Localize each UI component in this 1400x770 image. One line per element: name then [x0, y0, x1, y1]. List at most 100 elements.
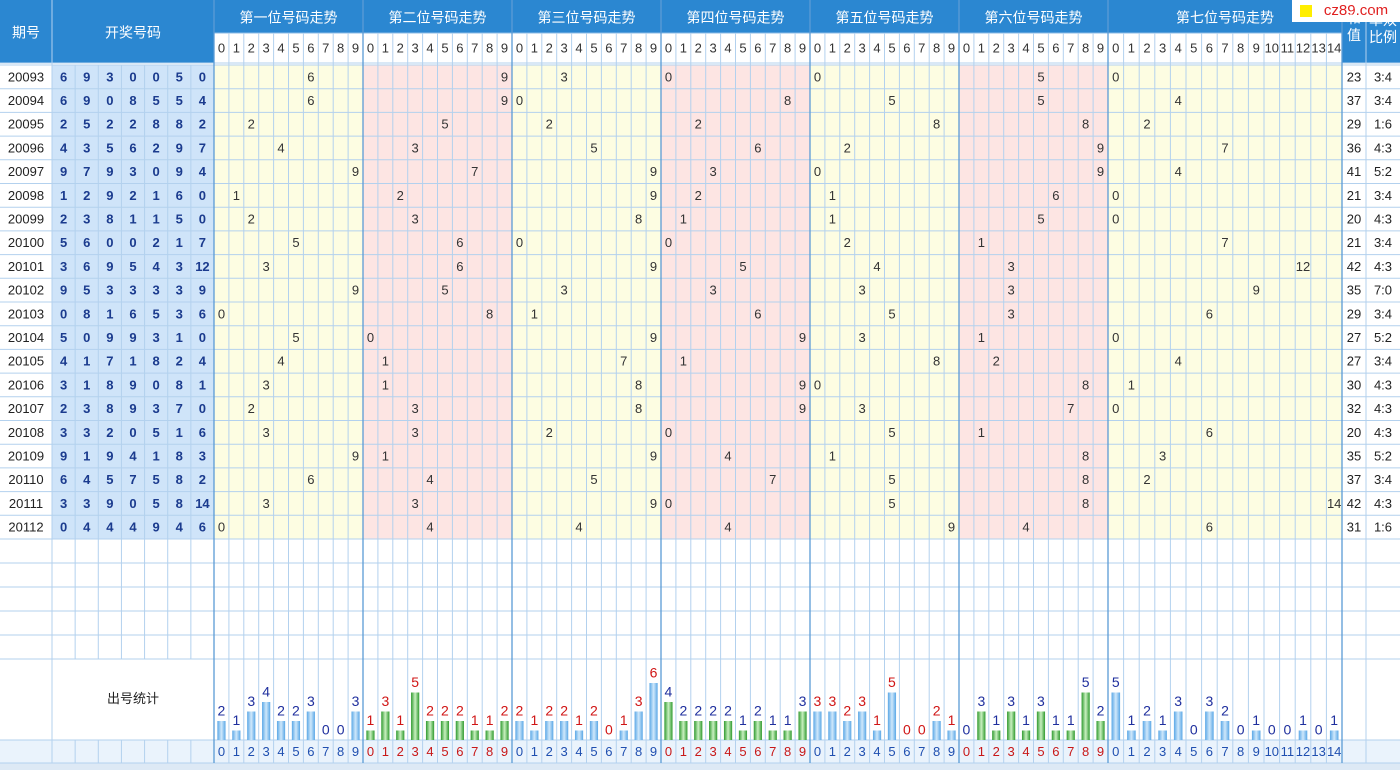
trend-number: 2: [695, 188, 702, 203]
ratio: 3:4: [1374, 354, 1392, 369]
ratio: 4:3: [1374, 377, 1392, 392]
trend-number: 5: [590, 140, 597, 155]
draw-number: 0: [199, 69, 206, 84]
column-digit: 1: [233, 40, 240, 55]
count-label: 1: [367, 712, 375, 728]
column-digit: 3: [561, 40, 568, 55]
trend-number: 0: [1112, 69, 1119, 84]
column-digit: 0: [1112, 40, 1119, 55]
count-bar: [247, 711, 256, 740]
issue: 20094: [8, 93, 44, 108]
trend-number: 5: [1037, 69, 1044, 84]
draw-number: 9: [106, 259, 113, 274]
count-label: 1: [1330, 712, 1338, 728]
bottom-bg: [0, 740, 1400, 763]
count-label: 0: [903, 722, 911, 738]
count-label: 2: [724, 703, 732, 719]
count-bar: [232, 730, 241, 740]
column-digit: 4: [426, 744, 433, 759]
draw-number: 0: [60, 520, 67, 535]
draw-number: 6: [60, 93, 67, 108]
trend-number: 9: [799, 401, 806, 416]
column-digit: 7: [1221, 744, 1228, 759]
column-digit: 0: [367, 40, 374, 55]
watermark: cz89.com: [1324, 2, 1388, 19]
issue: 20096: [8, 140, 44, 155]
trend-number: 2: [1143, 117, 1150, 132]
issue: 20107: [8, 401, 44, 416]
count-label: 3: [381, 693, 389, 709]
count-label: 3: [799, 693, 807, 709]
trend-number: 3: [412, 140, 419, 155]
trend-number: 4: [1175, 93, 1182, 108]
ratio: 3:4: [1374, 472, 1392, 487]
column-digit: 5: [888, 744, 895, 759]
count-label: 2: [277, 703, 285, 719]
draw-number: 3: [60, 259, 67, 274]
sum: 21: [1347, 188, 1361, 203]
draw-number: 4: [60, 354, 68, 369]
column-digit: 1: [531, 744, 538, 759]
trend-number: 6: [456, 259, 463, 274]
column-digit: 7: [471, 40, 478, 55]
draw-number: 9: [199, 283, 206, 298]
trend-number: 4: [575, 520, 582, 535]
trend-number: 0: [1112, 330, 1119, 345]
sum: 42: [1347, 496, 1361, 511]
column-digit: 5: [1190, 744, 1197, 759]
draw-number: 9: [106, 448, 113, 463]
trend-number: 2: [1143, 472, 1150, 487]
count-label: 1: [471, 712, 479, 728]
draw-number: 9: [129, 330, 136, 345]
sum: 23: [1347, 69, 1361, 84]
column-digit: 7: [620, 40, 627, 55]
column-digit: 2: [695, 744, 702, 759]
draw-number: 6: [60, 69, 67, 84]
trend-number: 5: [888, 93, 895, 108]
column-digit: 11: [1281, 40, 1295, 55]
count-bar: [1220, 721, 1230, 740]
trend-number: 9: [650, 496, 657, 511]
draw-number: 5: [83, 283, 90, 298]
count-bar: [262, 702, 271, 740]
issue: 20097: [8, 164, 44, 179]
column-digit: 9: [650, 744, 657, 759]
count-bar: [798, 711, 807, 740]
draw-number: 8: [176, 472, 183, 487]
draw-number: 1: [176, 330, 183, 345]
draw-number: 3: [129, 283, 136, 298]
draw-number: 3: [129, 164, 136, 179]
ratio: 3:4: [1374, 235, 1392, 250]
count-bar: [217, 721, 226, 740]
count-bar: [589, 721, 599, 740]
trend-number: 6: [307, 93, 314, 108]
trend-number: 4: [873, 259, 880, 274]
column-digit: 5: [441, 40, 448, 55]
trend-number: 0: [814, 69, 821, 84]
column-digit: 4: [575, 744, 582, 759]
draw-number: 5: [60, 330, 67, 345]
ratio: 4:3: [1374, 140, 1392, 155]
draw-number: 8: [129, 93, 136, 108]
column-digit: 7: [322, 40, 329, 55]
ratio: 3:4: [1374, 188, 1392, 203]
sum: 29: [1347, 117, 1361, 132]
trend-number: 3: [412, 496, 419, 511]
trend-number: 0: [1112, 401, 1119, 416]
issue: 20103: [8, 306, 44, 321]
draw-number: 3: [83, 140, 90, 155]
count-label: 5: [1082, 674, 1090, 690]
draw-number: 8: [176, 448, 183, 463]
count-bar: [813, 711, 822, 740]
trend-number: 9: [352, 448, 359, 463]
column-digit: 6: [903, 40, 910, 55]
column-digit: 0: [963, 744, 970, 759]
trend-number: 3: [1159, 448, 1166, 463]
count-label: 3: [352, 693, 360, 709]
column-digit: 7: [918, 40, 925, 55]
count-bar: [574, 730, 584, 740]
trend-number: 9: [650, 188, 657, 203]
count-bar: [276, 721, 286, 740]
count-bar: [634, 711, 643, 740]
column-digit: 7: [918, 744, 925, 759]
